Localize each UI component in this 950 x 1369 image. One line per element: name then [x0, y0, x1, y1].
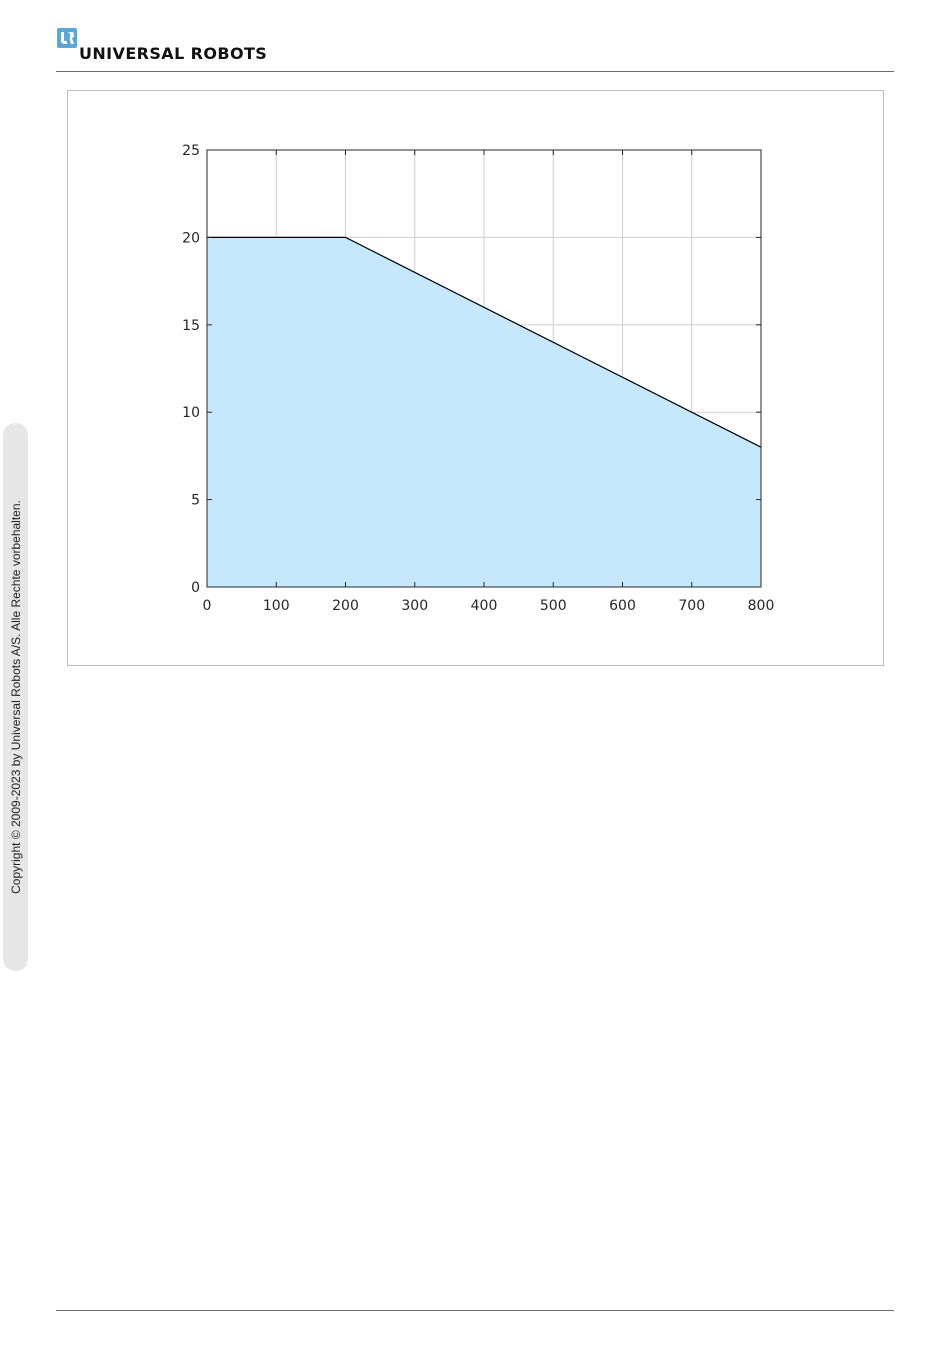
- logo-text: UNIVERSAL ROBOTS: [79, 44, 268, 63]
- x-tick-label: 700: [678, 598, 705, 614]
- copyright-text: Copyright © 2009-2023 by Universal Robot…: [8, 500, 23, 894]
- x-tick-label: 400: [471, 598, 498, 614]
- x-tick-label: 200: [332, 598, 359, 614]
- x-tick-label: 600: [609, 598, 636, 614]
- tick-marks: [206, 149, 762, 588]
- y-tick-label: 5: [191, 493, 200, 509]
- area-fill: [207, 237, 761, 587]
- ur-logo-icon: [57, 28, 77, 48]
- y-tick-labels: 0 5 10 15 20 25: [182, 143, 200, 596]
- header-divider: [56, 71, 894, 72]
- x-tick-labels: 0 100 200 300 400 500 600 700 800: [203, 598, 775, 614]
- x-tick-label: 800: [748, 598, 775, 614]
- area-chart: 0 100 200 300 400 500 600 700 800 0 5 10 15 20 25: [182, 143, 775, 614]
- header-logo: UNIVERSAL ROBOTS: [57, 28, 317, 68]
- copyright-tab: Copyright © 2009-2023 by Universal Robot…: [3, 423, 28, 971]
- figure-frame: 0 100 200 300 400 500 600 700 800 0 5 10 15 20 25: [67, 90, 884, 666]
- y-tick-label: 20: [182, 230, 200, 246]
- y-tick-label: 10: [182, 405, 200, 421]
- y-tick-label: 15: [182, 318, 200, 334]
- y-tick-label: 0: [191, 580, 200, 596]
- footer-divider: [56, 1310, 894, 1311]
- x-tick-label: 300: [401, 598, 428, 614]
- x-tick-label: 0: [203, 598, 212, 614]
- x-tick-label: 100: [263, 598, 290, 614]
- x-tick-label: 500: [540, 598, 567, 614]
- series-line: [207, 236, 762, 448]
- y-tick-label: 25: [182, 143, 200, 159]
